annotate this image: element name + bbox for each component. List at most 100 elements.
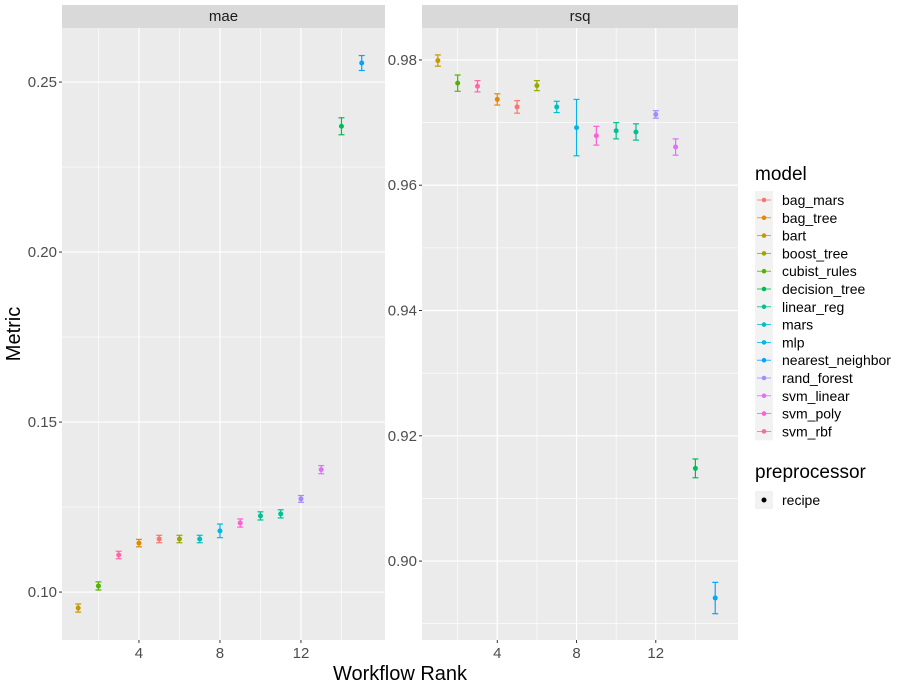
point-marker (176, 536, 182, 542)
facet-label: rsq (570, 8, 591, 25)
legend-key-point (761, 429, 767, 434)
legend-key-point (761, 393, 767, 399)
y-axis-label: Metric (3, 307, 25, 361)
point-marker (237, 520, 243, 526)
point-marker (338, 123, 344, 129)
legend-label: rand_forest (782, 370, 853, 386)
data-point-rank-7 (196, 534, 203, 544)
point-marker (116, 552, 122, 558)
point-marker (692, 465, 698, 471)
legend-title-preprocessor: preprocessor (755, 462, 867, 483)
legend-key-point (761, 357, 767, 363)
x-tick-label: 12 (293, 645, 310, 662)
point-marker (435, 58, 441, 64)
facet-strip (422, 5, 738, 28)
legend-item-svm_rbf: svm_rbf (755, 422, 832, 441)
panel-background (422, 28, 738, 640)
data-point-rank-11 (632, 123, 639, 141)
point-marker (136, 540, 142, 546)
x-tick-label: 8 (572, 645, 580, 662)
legend-label: svm_rbf (782, 423, 832, 439)
legend-item-rand_forest: rand_forest (755, 369, 853, 387)
data-point-rank-6 (533, 80, 540, 92)
point-marker (95, 583, 101, 589)
point-marker (217, 528, 223, 534)
legend-label: svm_linear (782, 388, 850, 404)
data-point-rank-5 (514, 100, 521, 114)
facet-label: mae (209, 8, 238, 25)
point-marker (474, 83, 480, 89)
point-marker (156, 536, 162, 542)
data-point-rank-3 (115, 550, 122, 560)
point-marker (554, 104, 560, 110)
y-tick-label: 0.90 (388, 553, 417, 570)
legend-label: nearest_neighbor (782, 352, 891, 368)
point-marker (613, 128, 619, 134)
legend-label: bag_tree (782, 210, 837, 226)
legend-item-mars: mars (755, 315, 813, 334)
x-tick-label: 8 (216, 645, 224, 662)
data-point-rank-2 (95, 581, 102, 591)
x-axis-label: Workflow Rank (333, 663, 468, 685)
point-marker (494, 96, 500, 102)
legend-key-point (761, 322, 767, 327)
legend-item-bag_mars: bag_mars (755, 191, 844, 209)
legend-key-point (761, 375, 767, 381)
legend-label: bag_mars (782, 192, 844, 208)
legend-label: recipe (782, 492, 820, 508)
point-marker (593, 133, 599, 139)
y-tick-label: 0.20 (28, 244, 57, 261)
data-point-rank-5 (156, 534, 163, 544)
point-marker (75, 605, 81, 611)
point-marker (359, 60, 365, 66)
legend-key-point (761, 268, 767, 274)
data-point-rank-9 (593, 125, 600, 146)
data-point-rank-15 (712, 581, 719, 615)
legend-item-bart: bart (755, 226, 806, 245)
data-point-rank-15 (358, 54, 365, 72)
data-point-rank-13 (318, 464, 325, 475)
legend-key-point (761, 197, 767, 203)
y-tick-label: 0.10 (28, 584, 57, 601)
point-marker (633, 129, 639, 135)
y-tick-label: 0.96 (388, 177, 417, 194)
legend-item-recipe: recipe (755, 491, 820, 509)
data-point-rank-10 (257, 511, 264, 521)
legend-key-point (761, 251, 767, 256)
y-tick-label: 0.92 (388, 428, 417, 445)
data-point-rank-4 (135, 538, 142, 548)
legend-label: bart (782, 228, 806, 244)
data-point-rank-6 (176, 534, 183, 544)
legend-label: svm_poly (782, 406, 841, 422)
point-marker (278, 511, 284, 517)
legend: model bag_mars bag_treebartboost_treecubis… (755, 164, 891, 509)
legend-item-nearest_neighbor: nearest_neighbor (755, 351, 891, 370)
legend-key-point (761, 497, 767, 503)
legend-key-point (761, 340, 767, 345)
y-tick-label: 0.25 (28, 74, 57, 91)
point-marker (455, 80, 461, 86)
x-tick-label: 12 (647, 645, 664, 662)
data-point-rank-14 (692, 458, 699, 479)
data-point-rank-13 (672, 138, 679, 156)
point-marker (673, 144, 679, 150)
legend-item-cubist_rules: cubist_rules (755, 262, 857, 281)
point-marker (318, 467, 324, 473)
legend-key-point (761, 215, 767, 221)
facet-strip (62, 5, 385, 28)
point-marker (514, 104, 520, 110)
legend-item-boost_tree: boost_tree (755, 244, 848, 263)
data-point-rank-8 (573, 98, 580, 157)
legend-item-svm_poly: svm_poly (755, 404, 841, 423)
data-point-rank-11 (277, 509, 284, 519)
data-point-rank-8 (216, 523, 223, 539)
data-point-rank-12 (652, 110, 659, 119)
legend-item-linear_reg: linear_reg (755, 297, 844, 316)
legend-key-point (761, 411, 767, 416)
data-point-rank-1 (434, 54, 441, 67)
point-marker (534, 83, 540, 89)
legend-label: decision_tree (782, 281, 865, 297)
legend-label: mlp (782, 334, 805, 350)
y-tick-label: 0.94 (388, 303, 417, 320)
